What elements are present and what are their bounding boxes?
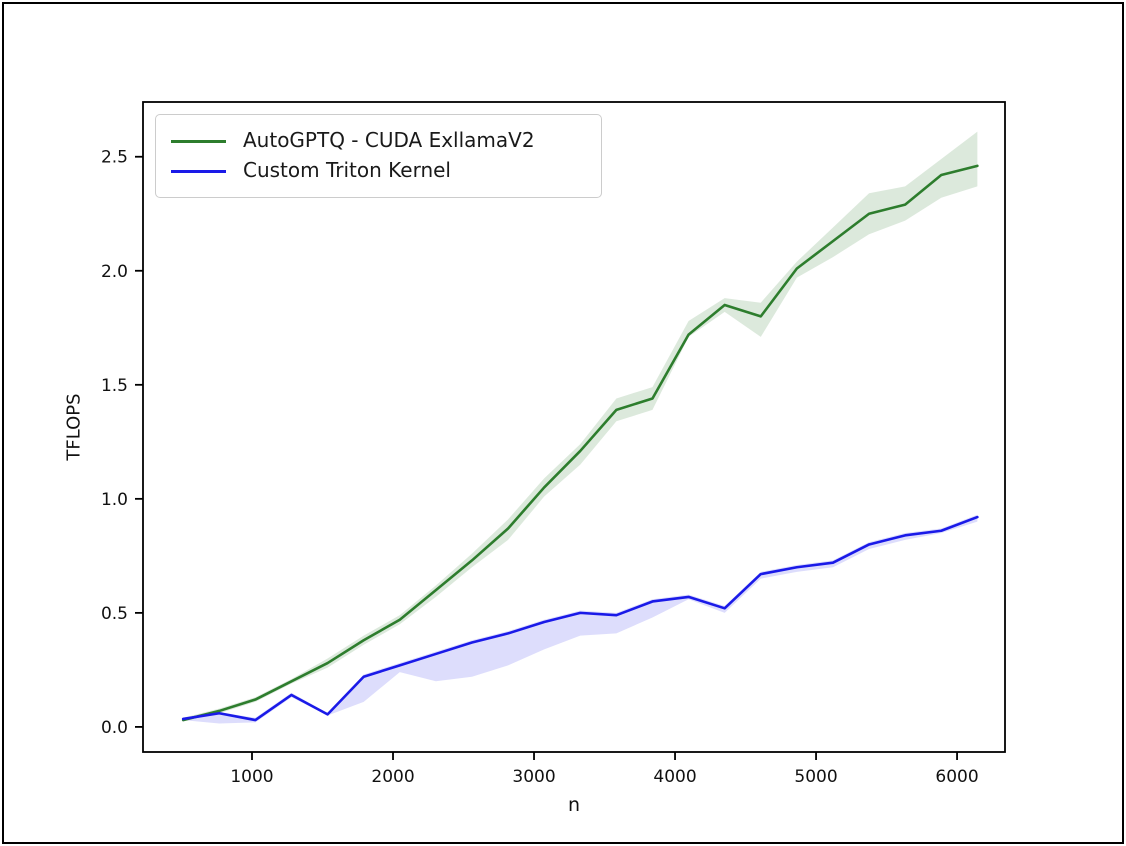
- legend-label: Custom Triton Kernel: [243, 158, 451, 182]
- y-tick-label: 1.5: [101, 376, 128, 396]
- x-tick-label: 3000: [512, 767, 555, 787]
- x-tick-label: 4000: [653, 767, 696, 787]
- series-band-1: [183, 514, 978, 724]
- y-tick-label: 1.0: [101, 490, 128, 510]
- x-axis-label: n: [567, 794, 581, 816]
- x-tick-label: 2000: [371, 767, 414, 787]
- series-line-0: [181, 164, 979, 722]
- legend-entry-autogptq: AutoGPTQ - CUDA ExllamaV2: [156, 130, 601, 152]
- series-line-1: [181, 515, 979, 722]
- y-tick-label: 0.0: [101, 718, 128, 738]
- legend-label: AutoGPTQ - CUDA ExllamaV2: [243, 128, 535, 152]
- legend-line-sample-green: [171, 139, 226, 143]
- x-tick-label: 1000: [230, 767, 273, 787]
- legend-line-sample-blue: [171, 169, 226, 173]
- plot-border: [142, 101, 1006, 753]
- x-tick-label: 6000: [935, 767, 978, 787]
- series-band-0: [183, 131, 978, 721]
- y-tick-label: 2.5: [101, 148, 128, 168]
- legend: AutoGPTQ - CUDA ExllamaV2 Custom Triton …: [155, 114, 602, 198]
- legend-entry-triton: Custom Triton Kernel: [156, 160, 601, 182]
- y-axis-label: TFLOPS: [63, 393, 85, 461]
- y-tick-label: 0.5: [101, 604, 128, 624]
- x-tick-label: 5000: [794, 767, 837, 787]
- y-tick-label: 2.0: [101, 262, 128, 282]
